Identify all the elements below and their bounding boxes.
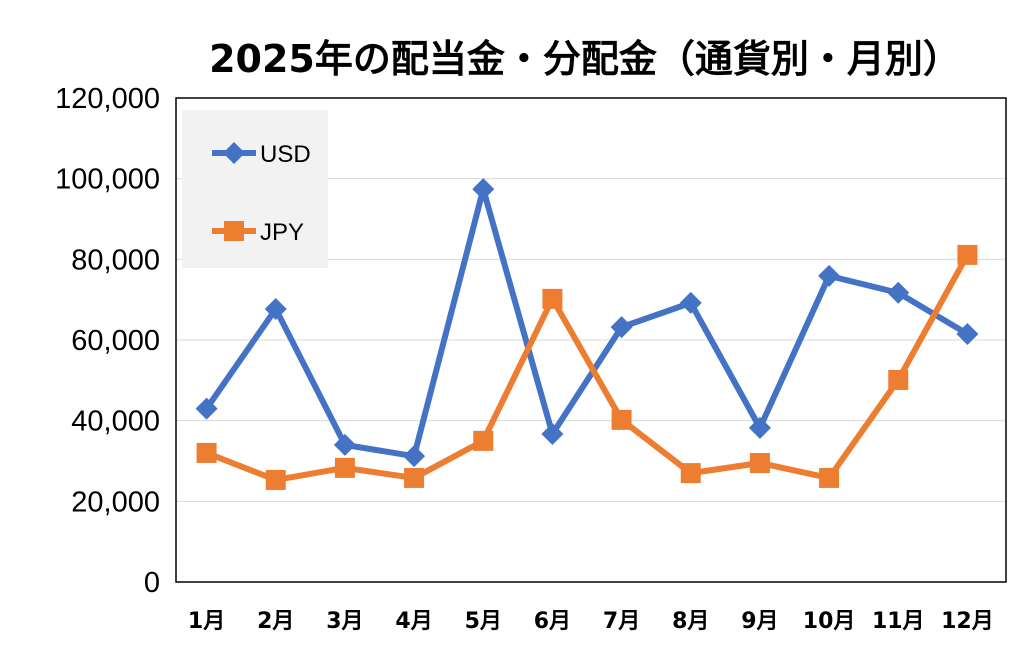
legend-background — [182, 110, 328, 268]
legend-item-usd: USD — [212, 141, 311, 168]
data-point-diamond — [333, 433, 356, 456]
y-tick-label: 20,000 — [71, 486, 160, 518]
x-tick-label: 11月 — [872, 609, 925, 634]
y-tick-label: 0 — [144, 567, 160, 599]
series-line — [204, 186, 969, 460]
data-point-square — [749, 453, 770, 474]
x-tick-label: 8月 — [672, 609, 709, 634]
data-point-diamond — [610, 316, 633, 339]
data-point-square — [611, 409, 632, 430]
data-point-diamond — [748, 416, 771, 439]
data-point-diamond — [264, 297, 287, 320]
data-point-square — [680, 463, 701, 484]
data-point-square — [404, 467, 425, 488]
legend: USD JPY — [182, 110, 328, 268]
data-point-diamond — [887, 281, 910, 304]
x-tick-label: 4月 — [395, 609, 432, 634]
x-tick-label: 2月 — [257, 609, 294, 634]
data-point-diamond — [223, 142, 245, 164]
x-tick-label: 6月 — [534, 609, 571, 634]
x-tick-label: 3月 — [326, 609, 363, 634]
data-point-square — [265, 469, 286, 490]
data-point-diamond — [679, 291, 702, 314]
y-tick-label: 80,000 — [71, 244, 160, 276]
x-tick-label: 1月 — [188, 609, 225, 634]
y-tick-label: 100,000 — [55, 164, 160, 196]
y-tick-label: 40,000 — [71, 406, 160, 438]
data-point-square — [473, 430, 494, 451]
x-tick-label: 12月 — [941, 609, 994, 634]
data-point-square — [224, 221, 244, 241]
data-point-diamond — [956, 322, 979, 345]
series-usd — [195, 178, 979, 468]
data-point-diamond — [195, 397, 218, 420]
data-point-diamond — [403, 445, 426, 468]
x-tick-label: 5月 — [465, 609, 502, 634]
data-point-square — [334, 457, 355, 478]
data-point-diamond — [472, 178, 495, 201]
data-point-square — [819, 467, 840, 488]
series-line — [205, 253, 971, 483]
x-tick-label: 10月 — [803, 609, 856, 634]
data-point-square — [957, 244, 978, 265]
x-tick-label: 7月 — [603, 609, 640, 634]
legend-label: JPY — [260, 219, 304, 246]
y-axis-ticks: 0 20,000 40,000 60,000 80,000 100,000 120,000 — [55, 83, 160, 599]
data-point-square — [542, 288, 563, 309]
series-jpy — [196, 244, 978, 490]
y-tick-label: 60,000 — [71, 325, 160, 357]
data-point-square — [196, 442, 217, 463]
data-point-diamond — [541, 422, 564, 445]
y-tick-label: 120,000 — [55, 83, 160, 115]
plot-area-border — [175, 97, 1007, 583]
series-group — [195, 178, 979, 490]
legend-item-jpy: JPY — [212, 219, 304, 246]
data-point-diamond — [818, 264, 841, 287]
legend-label: USD — [260, 141, 311, 168]
data-point-square — [888, 369, 909, 390]
chart-title: 2025年の配当金・分配金（通貨別・月別） — [209, 37, 961, 81]
x-axis-ticks: 1月 2月 3月 4月 5月 6月 7月 8月 9月 10月 11月 12月 — [188, 609, 994, 634]
x-tick-label: 9月 — [741, 609, 778, 634]
